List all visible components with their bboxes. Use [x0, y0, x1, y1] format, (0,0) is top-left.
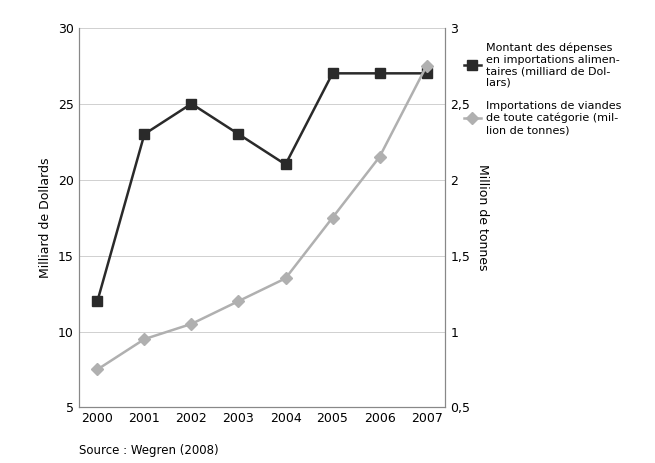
Y-axis label: Million de tonnes: Million de tonnes	[476, 164, 489, 271]
Legend: Montant des dépenses
en importations alimen-
taires (milliard de Dol-
lars), Imp: Montant des dépenses en importations ali…	[464, 43, 622, 135]
Y-axis label: Milliard de Dollards: Milliard de Dollards	[39, 157, 52, 278]
Text: Source : Wegren (2008): Source : Wegren (2008)	[79, 444, 218, 457]
